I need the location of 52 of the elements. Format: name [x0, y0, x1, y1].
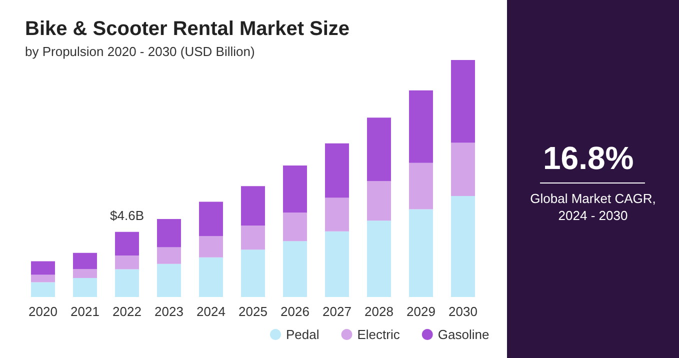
bar [409, 90, 433, 163]
bar [409, 209, 433, 297]
x-tick-label: 2025 [238, 304, 268, 319]
bar [283, 165, 307, 213]
bar [199, 202, 223, 236]
bar [73, 252, 97, 270]
x-tick-label: 2024 [196, 304, 226, 319]
bar [199, 257, 223, 297]
text: Global Market CAGR, 2024 - 2030 [530, 191, 656, 223]
bar [367, 118, 391, 182]
bar [73, 278, 97, 297]
bar [241, 226, 265, 250]
text: 16.8% [543, 140, 634, 176]
x-tick-label: 2029 [406, 304, 436, 319]
bar [115, 232, 139, 256]
chart-title: Bike & Scooter Rental Market Size [25, 18, 350, 40]
x-tick-label: 2021 [70, 304, 100, 319]
bar [31, 274, 55, 282]
legend-label: Gasoline [438, 327, 490, 342]
bar [157, 264, 181, 297]
bar [283, 241, 307, 297]
bar [241, 250, 265, 297]
x-tick-label: 2023 [154, 304, 184, 319]
bar [325, 143, 349, 198]
bar [157, 219, 181, 248]
bar [451, 142, 475, 196]
legend-label: Pedal [286, 327, 320, 342]
bar [451, 60, 475, 143]
bar [31, 282, 55, 297]
bar [367, 181, 391, 221]
bar [199, 236, 223, 258]
annotation: $4.6B [110, 208, 144, 223]
bar [157, 247, 181, 264]
legend-label: Electric [357, 327, 400, 342]
x-tick-label: 2030 [448, 304, 478, 319]
bar [115, 269, 139, 297]
x-tick-label: 2027 [322, 304, 352, 319]
bar [283, 212, 307, 242]
x-tick-label: 2022 [112, 304, 142, 319]
bar [241, 186, 265, 226]
bar [325, 198, 349, 232]
bar [409, 162, 433, 210]
x-tick-label: 2028 [364, 304, 394, 319]
bar [367, 220, 391, 297]
chart-subtitle: by Propulsion 2020 - 2030 (USD Billion) [25, 44, 255, 59]
bar [73, 269, 97, 278]
x-tick-label: 2026 [280, 304, 310, 319]
bar [451, 196, 475, 297]
bar [115, 256, 139, 270]
x-tick-label: 2020 [28, 304, 58, 319]
bar [31, 261, 55, 275]
bar [325, 231, 349, 297]
